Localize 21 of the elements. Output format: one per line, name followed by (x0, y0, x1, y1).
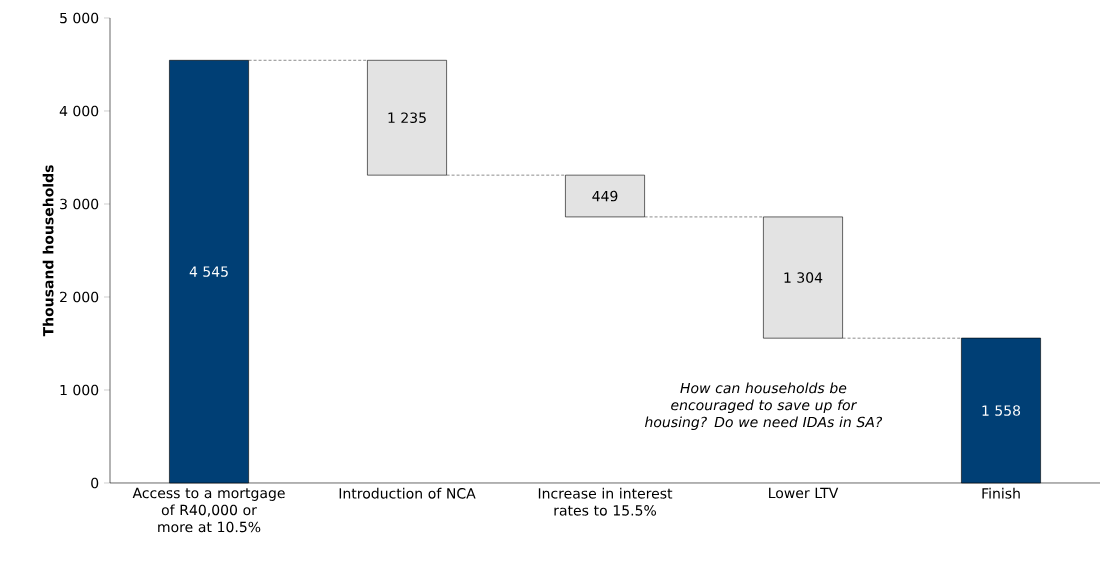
x-tick-label: Finish (982, 487, 1020, 499)
data-label: 4 545 (189, 266, 228, 277)
bar (367, 60, 447, 176)
y-tick-label: 2 000 (60, 291, 99, 303)
x-tick-label: Lower LTV (769, 487, 839, 499)
data-label: 1 235 (388, 112, 426, 124)
bar (565, 174, 645, 218)
x-tick-label: Introduction of NCA (339, 487, 476, 499)
x-tick-label: Access to a mortgage of R40,000 or more at 10.5% (132, 487, 285, 533)
y-tick-label: 0 (91, 477, 99, 489)
y-tick-label: 4 000 (59, 105, 99, 117)
data-label: 1 304 (784, 272, 823, 283)
x-tick-label: Increase in interest rates to 15.5% (538, 487, 673, 516)
bar (763, 216, 843, 339)
data-label: 1 558 (982, 405, 1021, 416)
y-tick-label: 3 000 (60, 198, 99, 210)
y-axis-title: Thousand households (42, 165, 54, 337)
y-tick-label: 1 000 (60, 384, 99, 396)
data-label: 449 (592, 190, 618, 202)
annotation: How can households be encouraged to save up for housing? Do we need IDAs in SA? (644, 382, 883, 431)
y-tick-label: 5 000 (60, 12, 99, 24)
